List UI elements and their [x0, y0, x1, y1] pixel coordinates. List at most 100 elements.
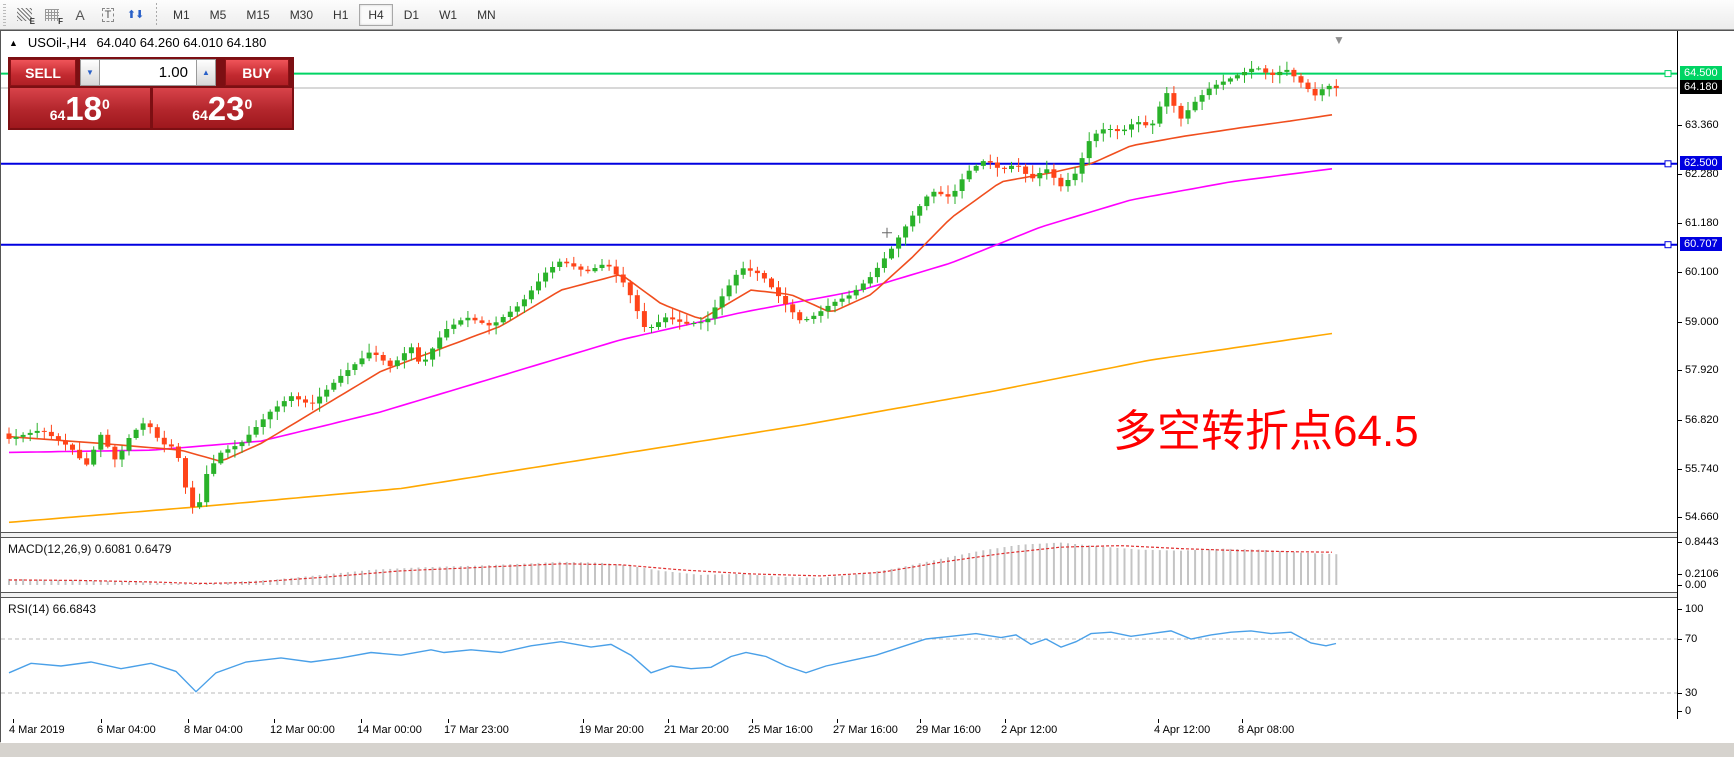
timeframe-MN[interactable]: MN — [477, 7, 496, 22]
price-tick — [1678, 322, 1682, 323]
sell-button[interactable]: SELL — [10, 59, 76, 86]
timeframe-H1[interactable]: H1 — [333, 7, 349, 22]
time-tick — [274, 719, 275, 723]
toolbar-grip[interactable] — [3, 3, 6, 26]
volume-decrease-button[interactable]: ▼ — [80, 59, 100, 86]
macd-axis-label: 0.00 — [1685, 579, 1707, 591]
ohlc-values: 64.040 64.260 64.010 64.180 — [96, 35, 267, 50]
hline-handle — [1664, 70, 1672, 78]
rsi-indicator-chart[interactable] — [1, 598, 1677, 719]
rsi-axis-label: 0 — [1685, 705, 1692, 717]
time-tick-label: 14 Mar 00:00 — [357, 724, 422, 736]
text-label-icon[interactable]: A — [75, 6, 85, 23]
timeframe-M30[interactable]: M30 — [289, 7, 314, 22]
price-badge-62.500: 62.500 — [1680, 156, 1722, 170]
price-tick-label: 57.920 — [1685, 364, 1719, 376]
time-tick-label: 27 Mar 16:00 — [833, 724, 898, 736]
price-tick-label: 56.820 — [1685, 414, 1719, 426]
price-badge-64.180: 64.180 — [1680, 80, 1722, 94]
time-tick-label: 21 Mar 20:00 — [664, 724, 729, 736]
volume-input[interactable] — [100, 59, 196, 86]
rsi-tick — [1678, 639, 1682, 640]
pane-splitter-rsi[interactable] — [1, 592, 1677, 598]
timeframe-H4[interactable]: H4 — [359, 3, 393, 26]
time-tick — [13, 719, 14, 723]
buy-price-display[interactable]: 64 23 0 — [152, 88, 292, 128]
price-axis[interactable]: 63.360 62.280 61.180 60.100 59.000 57.92… — [1677, 31, 1734, 719]
time-tick — [188, 719, 189, 723]
crosshair-plus-marker — [882, 227, 892, 238]
price-badge-60.707: 60.707 — [1680, 237, 1722, 251]
main-price-chart[interactable] — [1, 31, 1677, 532]
chart-text-annotation[interactable]: 多空转折点64.5 — [1113, 407, 1419, 456]
hline-handle — [1664, 160, 1672, 168]
timeframe-D1[interactable]: D1 — [403, 7, 420, 22]
time-tick — [583, 719, 584, 723]
time-tick — [752, 719, 753, 723]
price-tick — [1678, 174, 1682, 175]
time-tick-label: 29 Mar 16:00 — [916, 724, 981, 736]
macd-axis-label: 0.2106 — [1685, 568, 1719, 580]
timeframe-M15[interactable]: M15 — [246, 7, 270, 22]
toolbar-separator — [156, 2, 157, 27]
macd-signal-line — [9, 545, 1333, 585]
price-tick — [1678, 125, 1682, 126]
timeframe-W1[interactable]: W1 — [439, 7, 458, 22]
symbol-header: ▲ USOil-,H4 64.040 64.260 64.010 64.180 — [9, 35, 266, 50]
rsi-tick — [1678, 711, 1682, 712]
grid-icon[interactable]: F — [39, 3, 65, 27]
rsi-axis-label: 70 — [1685, 633, 1698, 645]
buy-button[interactable]: BUY — [225, 59, 289, 86]
price-badge-64.500: 64.500 — [1680, 66, 1722, 80]
time-tick-label: 19 Mar 20:00 — [579, 724, 644, 736]
textbox-icon[interactable]: T — [95, 3, 121, 27]
price-tick — [1678, 223, 1682, 224]
macd-tick — [1678, 542, 1682, 543]
time-tick — [920, 719, 921, 723]
rsi-line — [8, 630, 1337, 693]
charts-pattern-icon[interactable]: E — [11, 3, 37, 27]
toolbar: E F A T ⬆⬇ M1 M5 M15 M30 H1 H4 D1 W1 MN — [0, 0, 1734, 30]
timeframe-M1[interactable]: M1 — [173, 7, 190, 22]
window-bottom-edge — [0, 742, 1734, 757]
macd-axis-label: 0.8443 — [1685, 536, 1719, 548]
arrow-style-icon[interactable]: ⬆⬇ — [126, 9, 144, 21]
time-tick — [668, 719, 669, 723]
chart-shift-marker-icon[interactable]: ▼ — [1333, 33, 1345, 47]
chart-window: ▲ USOil-,H4 64.040 64.260 64.010 64.180 … — [0, 30, 1734, 743]
time-tick-label: 6 Mar 04:00 — [97, 724, 156, 736]
drawing-toolbar: E F A T ⬆⬇ — [10, 3, 150, 27]
sell-price-major: 64 — [49, 107, 66, 123]
timeframe-M5[interactable]: M5 — [209, 7, 227, 22]
hline-handle — [1664, 241, 1672, 249]
pane-splitter-macd[interactable] — [1, 532, 1677, 538]
price-tick-label: 63.360 — [1685, 119, 1719, 131]
time-tick — [1158, 719, 1159, 723]
collapse-arrow-icon[interactable]: ▲ — [9, 37, 18, 48]
price-tick-label: 61.180 — [1685, 217, 1719, 229]
rsi-axis-label: 30 — [1685, 687, 1698, 699]
sell-price-display[interactable]: 64 18 0 — [10, 88, 150, 128]
time-tick-label: 2 Apr 12:00 — [1001, 724, 1058, 736]
timeframe-toolbar: M1 M5 M15 M30 H1 H4 D1 W1 MN — [163, 3, 506, 26]
time-tick-label: 4 Mar 2019 — [9, 724, 65, 736]
rsi-header: RSI(14) 66.6843 — [8, 602, 97, 616]
price-tick-label: 59.000 — [1685, 316, 1719, 328]
price-tick-label: 62.280 — [1685, 168, 1719, 180]
ma_mid-line — [8, 168, 1333, 454]
price-tick — [1678, 272, 1682, 273]
price-tick-label: 54.660 — [1685, 511, 1719, 523]
time-axis[interactable]: 4 Mar 2019 6 Mar 04:00 8 Mar 04:00 12 Ma… — [1, 719, 1734, 743]
buy-price-big: 23 — [207, 90, 245, 127]
ma_slow-line — [8, 332, 1333, 524]
price-tick — [1678, 420, 1682, 421]
macd-header: MACD(12,26,9) 0.6081 0.6479 — [8, 542, 172, 556]
time-tick — [837, 719, 838, 723]
time-tick — [1242, 719, 1243, 723]
macd-indicator-chart[interactable] — [1, 538, 1677, 592]
time-tick-label: 8 Apr 08:00 — [1238, 724, 1295, 736]
time-tick — [448, 719, 449, 723]
sell-price-pip: 0 — [102, 96, 110, 112]
volume-increase-button[interactable]: ▲ — [196, 59, 216, 86]
